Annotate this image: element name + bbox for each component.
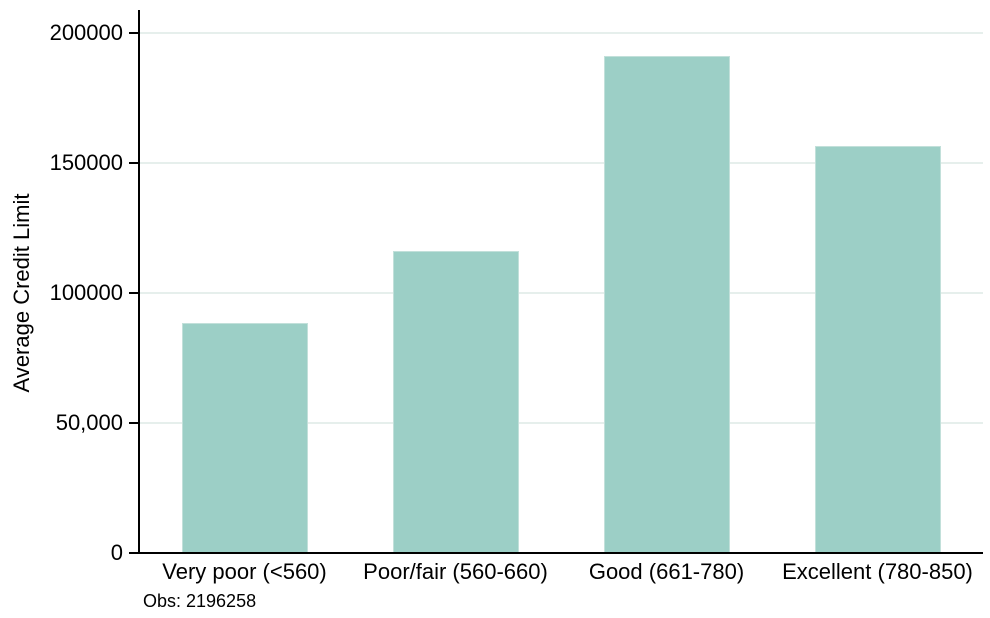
bar-2 xyxy=(392,251,519,553)
bar-3 xyxy=(603,56,730,553)
gridline xyxy=(139,32,983,34)
y-tick xyxy=(129,162,139,164)
x-category-label: Very poor (<560) xyxy=(162,559,327,584)
y-tick-label: 50,000 xyxy=(55,410,123,435)
y-tick xyxy=(129,552,139,554)
x-category-label: Good (661-780) xyxy=(588,559,745,584)
bar-4 xyxy=(814,146,941,553)
y-tick xyxy=(129,292,139,294)
bar-1 xyxy=(181,322,308,553)
y-axis-title: Average Credit Limit xyxy=(9,193,34,393)
y-tick-label: 0 xyxy=(110,540,123,565)
y-tick-label: 150000 xyxy=(49,150,123,175)
obs-note: Obs: 2196258 xyxy=(143,591,257,611)
y-tick-label: 100000 xyxy=(49,280,123,305)
plot-area xyxy=(139,32,983,553)
y-tick xyxy=(129,422,139,424)
x-axis-line xyxy=(139,552,983,554)
y-tick xyxy=(129,32,139,34)
y-tick-label: 200000 xyxy=(49,20,123,45)
x-category-label: Poor/fair (560-660) xyxy=(363,559,548,584)
x-category-label: Excellent (780-850) xyxy=(782,559,973,584)
y-axis-line xyxy=(138,10,140,553)
